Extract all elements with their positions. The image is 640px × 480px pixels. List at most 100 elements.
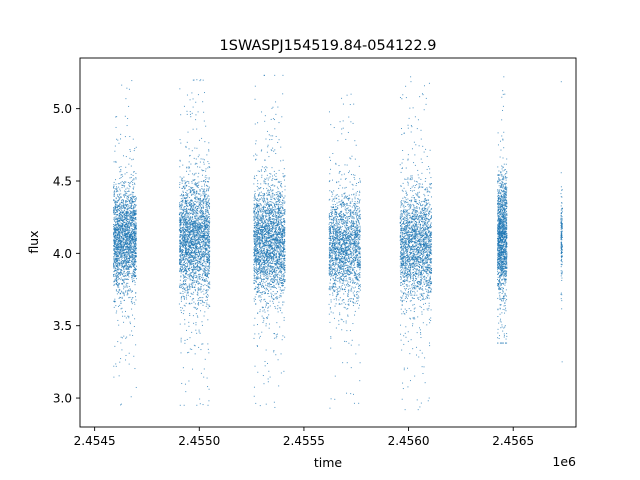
data-point	[189, 213, 191, 215]
data-point	[271, 139, 273, 141]
data-point	[115, 201, 117, 203]
data-point	[134, 248, 136, 250]
data-point	[189, 203, 191, 205]
data-point	[188, 208, 190, 210]
data-point	[202, 304, 204, 306]
data-point	[120, 214, 122, 216]
data-point	[135, 225, 137, 227]
data-point	[197, 111, 199, 113]
data-point	[125, 218, 127, 220]
data-point	[195, 269, 197, 271]
data-point	[196, 232, 198, 234]
data-point	[276, 194, 278, 196]
data-point	[135, 233, 137, 235]
data-point	[114, 229, 116, 231]
data-point	[186, 209, 188, 211]
data-point	[204, 275, 206, 277]
data-point	[203, 293, 205, 295]
data-point	[179, 212, 181, 214]
data-point	[120, 208, 122, 210]
data-point	[120, 272, 122, 274]
data-point	[121, 174, 123, 176]
data-point	[125, 204, 127, 206]
data-point	[124, 194, 126, 196]
data-point	[207, 254, 209, 256]
data-point	[124, 232, 126, 234]
data-point	[113, 193, 115, 195]
data-point	[192, 244, 194, 246]
data-point	[263, 195, 265, 197]
data-point	[206, 214, 208, 216]
data-point	[114, 220, 116, 222]
data-point	[207, 185, 209, 187]
data-point	[191, 231, 193, 233]
data-point	[202, 215, 204, 217]
data-point	[189, 273, 191, 275]
data-point	[206, 226, 208, 228]
data-point	[130, 238, 132, 240]
data-point	[119, 272, 121, 274]
data-point	[179, 220, 181, 222]
data-point	[130, 260, 132, 262]
data-point	[198, 139, 200, 141]
data-point	[202, 248, 204, 250]
data-point	[116, 259, 118, 261]
data-point	[190, 223, 192, 225]
data-point	[184, 187, 186, 189]
data-point	[190, 204, 192, 206]
data-point	[205, 170, 207, 172]
data-point	[278, 122, 280, 124]
data-point	[124, 266, 126, 268]
data-point	[119, 217, 121, 219]
data-point	[194, 226, 196, 228]
data-point	[122, 212, 124, 214]
data-point	[127, 259, 129, 261]
data-point	[181, 296, 183, 298]
data-point	[183, 304, 185, 306]
data-point	[132, 281, 133, 283]
data-point	[120, 255, 122, 257]
data-point	[120, 222, 122, 224]
data-point	[121, 297, 123, 299]
data-point	[208, 202, 210, 204]
data-point	[122, 155, 124, 157]
data-point	[185, 218, 187, 220]
data-point	[129, 334, 131, 336]
data-point	[127, 272, 129, 274]
data-point	[194, 230, 196, 232]
data-point	[202, 297, 204, 299]
data-point	[201, 222, 203, 224]
data-point	[180, 255, 182, 257]
data-point	[195, 225, 197, 227]
data-point	[208, 352, 210, 354]
data-point	[113, 210, 115, 211]
data-point	[125, 267, 127, 269]
data-point	[256, 198, 258, 200]
data-point	[134, 281, 136, 283]
data-point	[193, 301, 195, 303]
data-point	[128, 249, 130, 251]
data-point	[185, 294, 187, 296]
data-point	[193, 215, 195, 217]
data-point	[120, 207, 122, 209]
data-point	[126, 258, 128, 260]
data-point	[204, 248, 206, 250]
data-point	[116, 255, 118, 257]
data-point	[134, 259, 136, 261]
data-point	[119, 190, 121, 192]
data-point	[116, 252, 118, 254]
data-point	[195, 256, 197, 258]
data-point	[188, 254, 190, 256]
data-point	[125, 212, 127, 214]
data-point	[181, 266, 183, 268]
data-point	[124, 190, 126, 192]
data-point	[199, 246, 201, 248]
data-point	[198, 235, 200, 237]
data-point	[209, 283, 211, 285]
data-point	[197, 287, 199, 289]
data-point	[198, 250, 200, 252]
data-point	[131, 233, 133, 235]
data-point	[205, 260, 207, 262]
data-point	[209, 262, 211, 264]
data-point	[130, 245, 132, 247]
